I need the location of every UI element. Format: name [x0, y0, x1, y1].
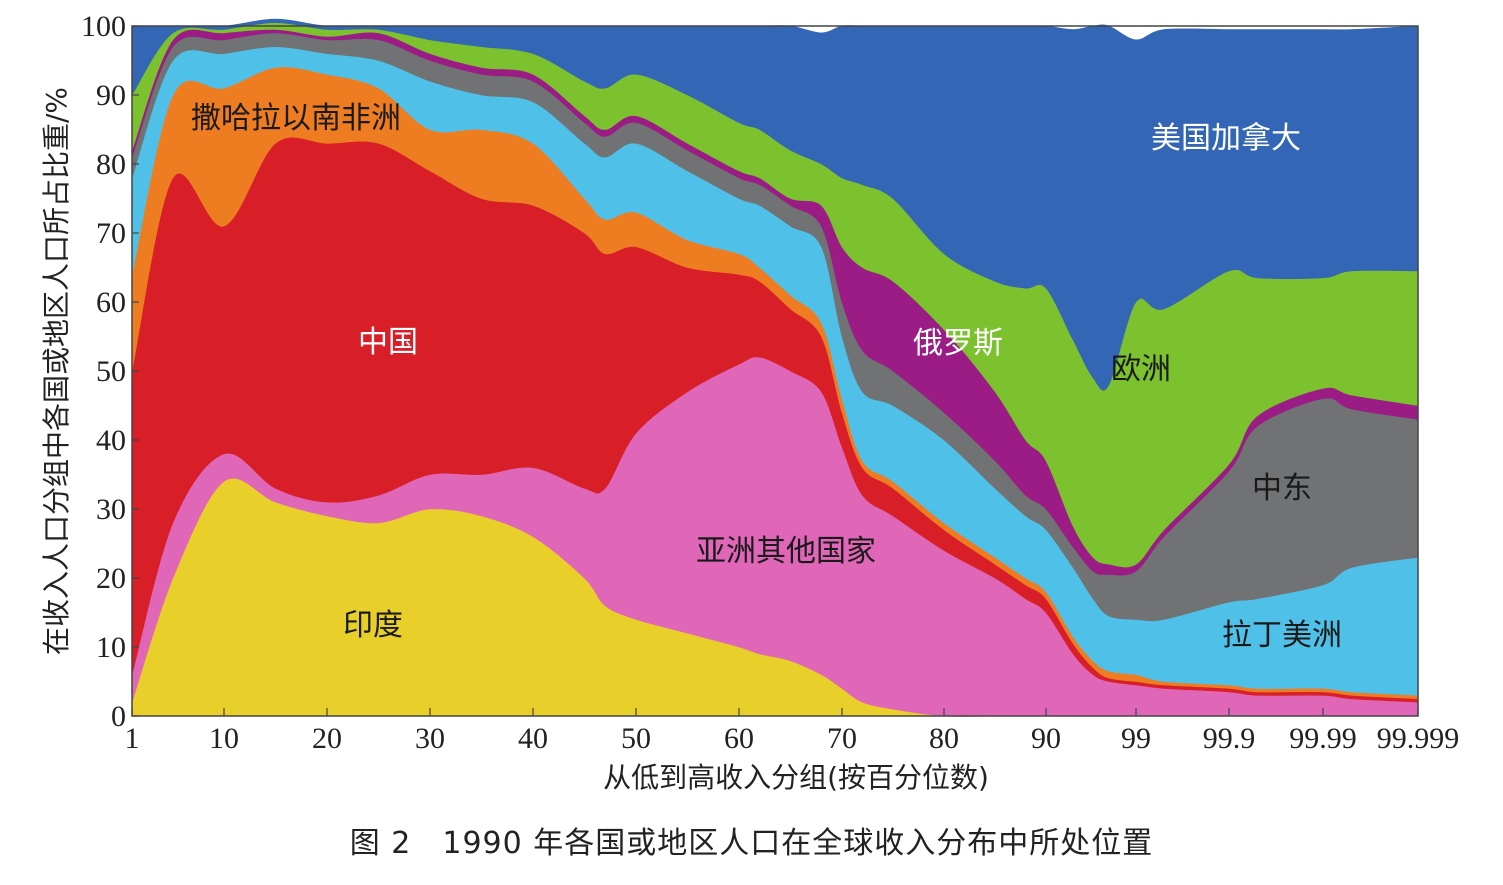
y-axis-title: 在收入人口分组中各国或地区人口所占比重/% [40, 87, 73, 655]
x-tick-label: 70 [827, 722, 857, 755]
x-tick-label: 60 [724, 722, 754, 755]
x-tick-label: 50 [621, 722, 651, 755]
region-label: 美国加拿大 [1151, 121, 1301, 156]
y-tick-label: 80 [96, 148, 126, 181]
region-label: 俄罗斯 [913, 326, 1003, 361]
y-tick-label: 70 [96, 217, 126, 250]
x-axis: 1 10 20 30 40 50 60 70 80 90 99 99.9 99.99 99.999 [125, 708, 1460, 755]
y-tick-label: 30 [96, 493, 126, 526]
x-tick-label: 10 [209, 722, 239, 755]
y-tick-label: 90 [96, 79, 126, 112]
region-label: 中国 [358, 325, 418, 360]
x-tick-label: 99.9 [1203, 722, 1256, 755]
y-axis: 0 10 20 30 40 50 60 70 80 90 100 [81, 10, 139, 733]
x-tick-label: 30 [415, 722, 445, 755]
figure-caption: 图 2 1990 年各国或地区人口在全球收入分布中所处位置 [349, 826, 1154, 861]
x-axis-title: 从低到高收入分组(按百分位数) [603, 761, 989, 794]
y-tick-label: 0 [111, 700, 126, 733]
y-tick-label: 10 [96, 631, 126, 664]
y-tick-label: 20 [96, 562, 126, 595]
region-label: 印度 [343, 608, 403, 643]
x-tick-label: 40 [518, 722, 548, 755]
region-label: 拉丁美洲 [1222, 618, 1342, 653]
y-tick-label: 60 [96, 286, 126, 319]
x-tick-label: 20 [312, 722, 342, 755]
x-tick-label: 99.99 [1289, 722, 1357, 755]
region-label: 亚洲其他国家 [696, 534, 876, 569]
x-tick-label: 99.999 [1377, 722, 1460, 755]
x-tick-label: 99 [1121, 722, 1151, 755]
y-tick-label: 100 [81, 10, 126, 43]
x-tick-label: 1 [125, 722, 140, 755]
x-tick-label: 90 [1031, 722, 1061, 755]
area-layer [131, 18, 1419, 717]
y-tick-label: 40 [96, 424, 126, 457]
region-label: 中东 [1252, 471, 1312, 506]
x-tick-label: 80 [929, 722, 959, 755]
y-tick-label: 50 [96, 355, 126, 388]
region-label: 欧洲 [1111, 352, 1171, 387]
region-label: 撒哈拉以南非洲 [191, 101, 401, 136]
